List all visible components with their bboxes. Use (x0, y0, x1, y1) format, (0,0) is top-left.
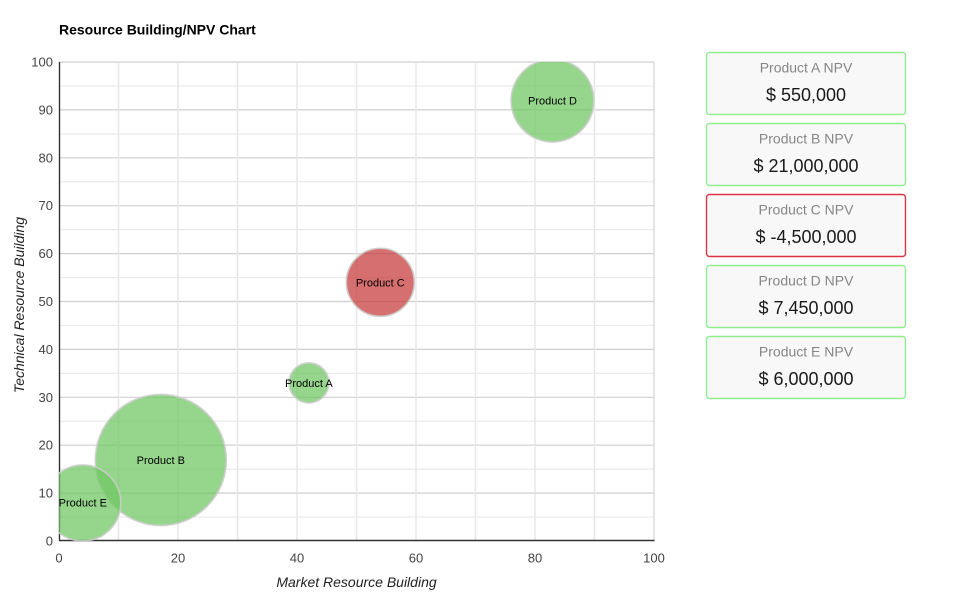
svg-text:Product C: Product C (356, 277, 405, 289)
svg-text:Product B NPV: Product B NPV (759, 130, 854, 146)
svg-text:Product E: Product E (59, 498, 107, 510)
svg-text:Technical Resource Building: Technical Resource Building (11, 217, 27, 393)
svg-text:20: 20 (39, 438, 53, 453)
svg-text:Product D NPV: Product D NPV (759, 272, 855, 288)
svg-text:Product D: Product D (528, 96, 577, 108)
svg-text:40: 40 (290, 551, 304, 566)
svg-text:Product B: Product B (137, 455, 185, 467)
svg-text:Market Resource Building: Market Resource Building (276, 574, 437, 590)
svg-text:0: 0 (46, 534, 53, 549)
svg-text:$ 550,000: $ 550,000 (766, 85, 846, 105)
svg-text:100: 100 (643, 551, 665, 566)
svg-text:0: 0 (55, 551, 62, 566)
svg-text:Product A: Product A (285, 378, 333, 390)
svg-text:10: 10 (39, 486, 53, 501)
svg-text:Product C NPV: Product C NPV (759, 201, 855, 217)
svg-text:Product A NPV: Product A NPV (760, 59, 853, 75)
svg-text:60: 60 (39, 246, 53, 261)
svg-text:20: 20 (171, 551, 185, 566)
svg-text:Resource Building/NPV Chart: Resource Building/NPV Chart (59, 22, 256, 38)
svg-text:70: 70 (39, 198, 53, 213)
svg-text:60: 60 (409, 551, 423, 566)
svg-text:80: 80 (528, 551, 542, 566)
svg-text:$ 6,000,000: $ 6,000,000 (758, 369, 853, 389)
svg-text:$ -4,500,000: $ -4,500,000 (755, 227, 856, 247)
svg-text:40: 40 (39, 342, 53, 357)
svg-text:$ 7,450,000: $ 7,450,000 (758, 298, 853, 318)
svg-text:Product E NPV: Product E NPV (759, 343, 854, 359)
svg-text:50: 50 (39, 294, 53, 309)
svg-text:30: 30 (39, 390, 53, 405)
svg-text:80: 80 (39, 150, 53, 165)
svg-text:$ 21,000,000: $ 21,000,000 (753, 156, 858, 176)
svg-text:100: 100 (31, 55, 53, 70)
svg-text:90: 90 (39, 102, 53, 117)
